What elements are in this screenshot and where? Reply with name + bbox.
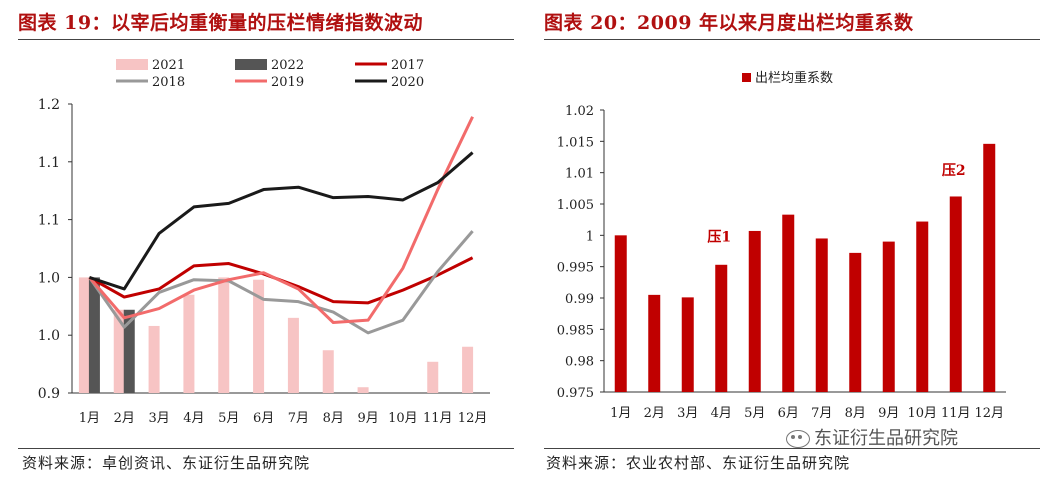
right-bar (614, 235, 627, 392)
right-y-tick-label: 0.975 (557, 386, 594, 401)
right-bar (916, 221, 929, 392)
right-bar (748, 230, 761, 392)
left-bar-2021 (148, 325, 160, 393)
right-bar (949, 196, 962, 392)
legend-label-2017: 2017 (391, 58, 424, 73)
legend-label-2022: 2022 (271, 58, 304, 73)
right-x-tick-label: 1月 (610, 406, 631, 421)
left-y-tick-label: 1.1 (38, 213, 60, 229)
right-legend-label: 出栏均重系数 (755, 70, 833, 86)
left-title-rule (18, 39, 514, 40)
left-source-rule (18, 448, 514, 449)
right-x-tick-label: 8月 (845, 406, 866, 421)
left-bar-2022 (88, 277, 100, 393)
right-bar (849, 252, 862, 392)
legend-label-2018: 2018 (152, 75, 185, 90)
left-x-tick-label: 8月 (323, 411, 344, 426)
right-panel: 图表 20：2009 年以来月度出栏均重系数 0.975 0.98 0.985 0.9… (536, 0, 1059, 486)
left-line-2018 (88, 230, 474, 335)
left-chart: 0.9 1.0 1.0 1.1 1.1 1.2 1月 2月 3月 4月 5月 6月 7月 8月 9月 10月 1… (38, 58, 490, 426)
left-source-note: 资料来源：卓创资讯、东证衍生品研究院 (22, 454, 311, 472)
left-y-tick-label: 1.1 (38, 155, 60, 171)
right-y-tick-label: 1.01 (565, 167, 594, 182)
right-x-tick-label: 2月 (644, 406, 665, 421)
legend-label-2019: 2019 (271, 75, 304, 90)
left-figure-title: 图表 19：以宰后均重衡量的压栏情绪指数波动 (18, 12, 424, 34)
right-annotation: 压1 (707, 230, 731, 246)
left-y-tick-label: 0.9 (38, 386, 60, 402)
right-chart: 0.975 0.98 0.985 0.99 0.995 1 1.005 1.01 1.015 1.… (557, 70, 1006, 421)
legend-label-2021: 2021 (152, 58, 185, 73)
right-bar (782, 214, 795, 392)
right-bar (681, 297, 694, 392)
right-y-tick-label: 1.005 (557, 198, 594, 213)
legend-swatch-2021 (116, 59, 148, 70)
left-bar-2021 (357, 387, 369, 393)
right-x-tick-label: 4月 (711, 406, 732, 421)
left-x-tick-label: 4月 (183, 411, 204, 426)
right-title-rule (544, 39, 1040, 40)
right-y-tick-label: 0.985 (557, 323, 594, 338)
left-y-tick-label: 1.0 (38, 328, 60, 344)
left-x-tick-label: 5月 (218, 411, 239, 426)
left-x-tick-label: 12月 (458, 411, 488, 426)
right-bar (715, 264, 728, 392)
left-x-tick-label: 2月 (114, 411, 135, 426)
watermark: 东证衍生品研究院 (786, 424, 958, 450)
right-source-note: 资料来源：农业农村部、东证衍生品研究院 (546, 454, 851, 472)
right-y-tick-label: 1 (586, 229, 594, 244)
right-bar (815, 238, 828, 392)
legend-label-2020: 2020 (391, 75, 424, 90)
left-y-tick-label: 1.2 (38, 97, 60, 113)
right-bar (983, 143, 996, 392)
left-bar-2021 (253, 279, 265, 393)
left-bar-2021 (218, 277, 230, 393)
left-bar-2021 (427, 361, 439, 393)
right-y-tick-label: 0.99 (565, 292, 594, 307)
right-y-tick-label: 0.98 (565, 355, 594, 370)
left-bar-2022 (123, 309, 135, 393)
right-x-tick-label: 11月 (941, 406, 971, 421)
left-bar-2021 (462, 346, 474, 393)
right-x-tick-label: 3月 (677, 406, 698, 421)
left-x-tick-label: 3月 (148, 411, 169, 426)
left-bar-2021 (78, 277, 90, 393)
right-annotation: 压2 (942, 163, 966, 179)
watermark-text: 东证衍生品研究院 (814, 428, 958, 449)
left-x-tick-label: 11月 (423, 411, 453, 426)
right-x-tick-label: 6月 (778, 406, 799, 421)
right-x-tick-label: 5月 (744, 406, 765, 421)
left-bar-2021 (287, 317, 299, 393)
left-bar-2021 (183, 294, 195, 393)
left-y-tick-label: 1.0 (38, 270, 60, 286)
left-x-tick-label: 1月 (79, 411, 100, 426)
right-bar (648, 294, 661, 392)
left-bar-2021 (113, 309, 125, 393)
legend-swatch-2022 (235, 59, 267, 70)
right-figure-title: 图表 20：2009 年以来月度出栏均重系数 (544, 12, 914, 34)
right-x-tick-label: 10月 (907, 406, 937, 421)
left-panel: 图表 19：以宰后均重衡量的压栏情绪指数波动 0.9 1.0 1.0 1.1 1.1 1.… (0, 0, 522, 486)
left-x-tick-label: 10月 (388, 411, 418, 426)
left-x-tick-label: 9月 (357, 411, 378, 426)
left-x-tick-label: 6月 (253, 411, 274, 426)
right-y-tick-label: 1.015 (557, 135, 594, 150)
right-x-tick-label: 7月 (811, 406, 832, 421)
right-source-rule (544, 448, 1040, 449)
right-y-tick-label: 0.995 (557, 261, 594, 276)
right-y-tick-label: 1.02 (565, 104, 594, 119)
right-bar (882, 241, 895, 392)
right-x-tick-label: 12月 (974, 406, 1004, 421)
right-x-tick-label: 9月 (878, 406, 899, 421)
left-line-2020 (88, 151, 474, 291)
left-line-2019 (88, 116, 474, 324)
wechat-logo-icon (786, 430, 810, 448)
left-bar-2021 (322, 350, 334, 393)
right-legend-swatch (742, 73, 751, 82)
left-x-tick-label: 7月 (288, 411, 309, 426)
